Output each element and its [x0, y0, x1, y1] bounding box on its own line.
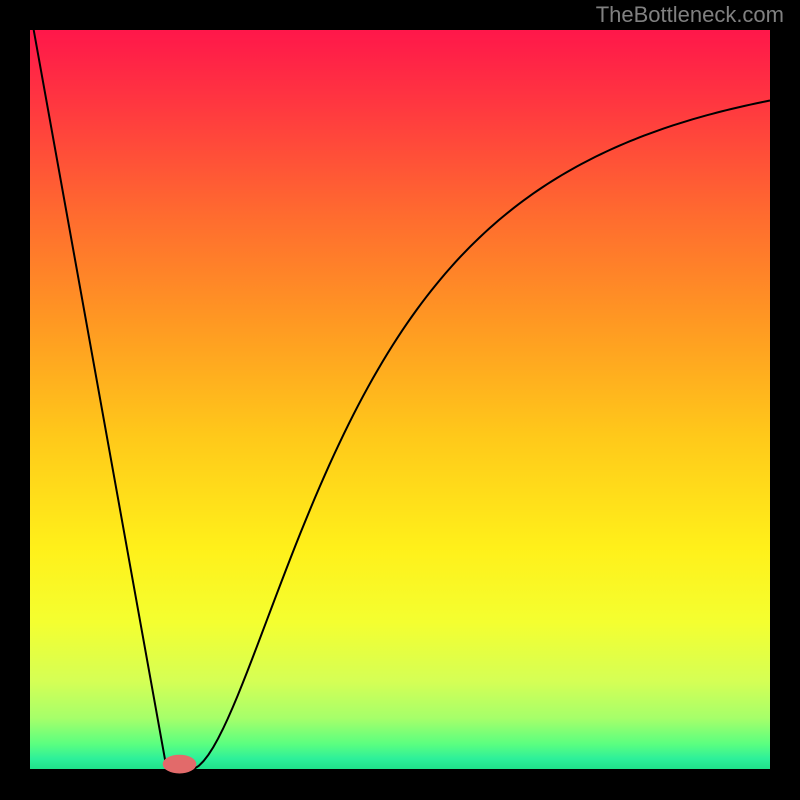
optimal-marker — [163, 755, 196, 773]
plot-background-gradient — [30, 30, 770, 770]
bottleneck-chart: TheBottleneck.com — [0, 0, 800, 800]
watermark-text: TheBottleneck.com — [596, 2, 784, 27]
chart-container: TheBottleneck.com — [0, 0, 800, 800]
